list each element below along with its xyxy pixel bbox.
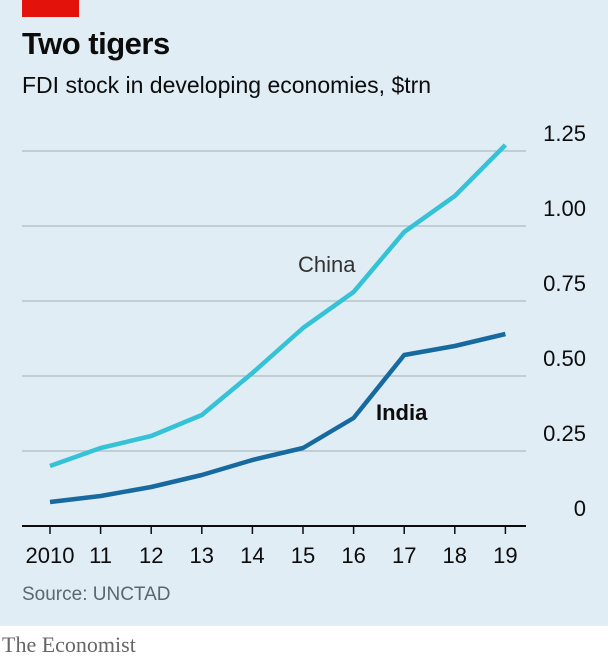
- x-tick-label: 14: [240, 543, 264, 568]
- y-tick-label: 0: [574, 496, 586, 521]
- source-note: Source: UNCTAD: [22, 584, 171, 605]
- x-tick-label: 13: [190, 543, 214, 568]
- brand-wordmark: The Economist: [2, 632, 136, 657]
- x-tick-label: 17: [392, 543, 416, 568]
- y-tick-label: 0.25: [543, 421, 586, 446]
- brand-red-tab: [22, 0, 79, 17]
- x-tick-label: 12: [139, 543, 163, 568]
- y-tick-label: 1.00: [543, 196, 586, 221]
- x-tick-label: 11: [89, 543, 112, 568]
- series-label-china: China: [298, 252, 356, 277]
- y-tick-label: 1.25: [543, 121, 586, 146]
- series-line-china: [49, 143, 507, 469]
- line-chart: 0 0.25 0.50 0.75 1.00 1.25 2010 11 12 13 14 15 16 17 1…: [22, 121, 586, 568]
- chart-subtitle: FDI stock in developing economies, $trn: [22, 72, 432, 98]
- chart-title: Two tigers: [22, 26, 170, 61]
- x-tick-label: 16: [341, 543, 365, 568]
- y-tick-label: 0.75: [543, 271, 586, 296]
- x-tick-label: 18: [443, 543, 467, 568]
- series-label-india: India: [376, 400, 428, 425]
- chart-panel: [0, 0, 608, 626]
- x-tick-label: 19: [493, 543, 517, 568]
- series-line-india: [49, 331, 506, 505]
- x-tick-label: 15: [291, 543, 315, 568]
- x-tick-label: 2010: [26, 543, 75, 568]
- y-tick-label: 0.50: [543, 346, 586, 371]
